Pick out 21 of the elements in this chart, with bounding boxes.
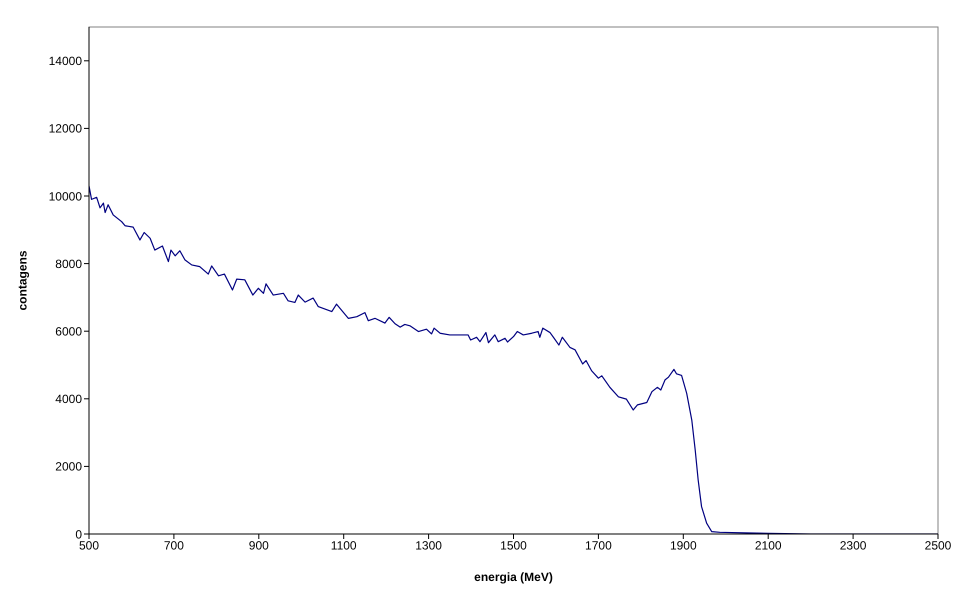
y-tick-label: 2000 (55, 460, 82, 474)
x-tick-label: 700 (164, 538, 184, 553)
x-tick-label: 1700 (585, 538, 612, 553)
x-tick-label: 500 (78, 538, 100, 553)
y-tick-label: 6000 (55, 324, 82, 338)
x-tick-label: 1900 (670, 538, 697, 553)
y-tick-label: 14000 (48, 54, 82, 68)
y-axis-title: contagens (15, 250, 30, 311)
x-tick-label: 1300 (415, 538, 442, 553)
y-tick-label: 8000 (55, 256, 82, 271)
y-tick-label: 12000 (48, 122, 82, 136)
y-tick-label: 10000 (48, 189, 82, 204)
x-tick-label: 1100 (330, 538, 357, 553)
x-tick-label: 900 (248, 538, 270, 553)
y-tick-label: 4000 (55, 392, 82, 406)
x-tick-label: 2500 (924, 538, 952, 553)
x-tick-label: 2100 (754, 538, 782, 553)
x-tick-label: 1500 (500, 538, 528, 553)
y-tick-label: 0 (75, 527, 82, 542)
x-axis-title: energia (MeV) (474, 570, 553, 584)
x-tick-label: 2300 (840, 538, 867, 553)
